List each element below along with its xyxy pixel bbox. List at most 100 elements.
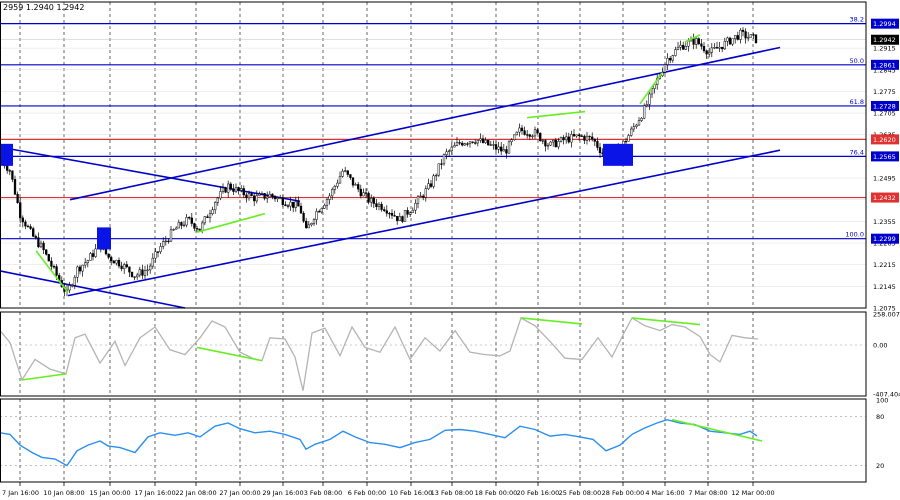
candle-body <box>164 240 167 243</box>
candle-body <box>546 144 550 147</box>
candle-body <box>273 196 277 200</box>
candle-body <box>726 37 729 42</box>
time-tick-label: 10 Jan 08:00 <box>43 489 84 497</box>
candle-body <box>494 144 498 150</box>
price-tick-label: 1.2705 <box>873 110 896 118</box>
channel-trendline <box>0 146 301 203</box>
candle-body <box>455 142 459 146</box>
price-tick-label: 1.2355 <box>873 218 896 226</box>
candle-body <box>185 217 188 226</box>
candle-body <box>266 196 269 199</box>
candle-body <box>588 135 591 138</box>
time-tick-label: 25 Feb 08:00 <box>559 489 602 497</box>
divergence-line <box>35 250 69 294</box>
candle-body <box>536 129 539 134</box>
candle-body <box>331 189 334 197</box>
price-axis[interactable]: 1.29151.28451.27751.27051.26351.24951.24… <box>871 18 900 470</box>
candle-body <box>687 40 690 47</box>
trendlines <box>0 46 781 309</box>
candle-body <box>42 242 45 251</box>
candle-body <box>211 209 214 215</box>
price-tick-label: 1.2845 <box>873 66 896 74</box>
time-axis[interactable]: 7 Jan 16:00 10 Jan 08:00 15 Jan 00:00 17 Ja… <box>2 482 775 497</box>
candle-body <box>177 222 180 229</box>
panel-frames <box>0 1 867 483</box>
cci-indicator <box>0 317 759 391</box>
candle-body <box>728 37 732 45</box>
candle-body <box>419 195 422 198</box>
price-level-tag-label: 1.2565 <box>873 153 896 161</box>
current-price-tag[interactable] <box>871 34 899 45</box>
candle-body <box>630 128 633 136</box>
candle-body <box>310 223 313 226</box>
candle-body <box>643 105 646 119</box>
candle-body <box>336 182 339 187</box>
candle-body <box>19 202 22 219</box>
candle-body <box>359 188 362 197</box>
candle-body <box>198 228 201 231</box>
candle-body <box>705 50 708 55</box>
candle-body <box>752 34 755 36</box>
candle-body <box>136 274 139 278</box>
candle-body <box>466 143 469 145</box>
candle-body <box>6 165 9 171</box>
candle-body <box>130 271 134 277</box>
candle-body <box>216 197 219 203</box>
rsi-panel-frame <box>0 398 867 483</box>
time-tick-label: 28 Feb 00:00 <box>602 489 645 497</box>
candle-body <box>268 193 271 198</box>
fib-level-label: 61.8 <box>850 98 864 106</box>
candle-body <box>242 188 245 196</box>
chart-title: 2959 1.2940 1.2942 <box>3 3 84 12</box>
candle-body <box>572 134 576 137</box>
candle-body <box>377 203 381 208</box>
candle-body <box>674 49 677 56</box>
time-tick-label: 12 Mar 00:00 <box>731 489 774 497</box>
divergence-line <box>196 212 266 233</box>
candle-body <box>598 147 602 154</box>
price-level-tag <box>871 18 899 29</box>
candle-body <box>247 193 251 199</box>
candle-body <box>299 205 303 214</box>
candle-body <box>695 38 698 45</box>
candle-body <box>89 253 92 261</box>
price-level-tag <box>871 192 899 203</box>
candle-body <box>471 141 474 143</box>
candle-body <box>578 134 581 137</box>
candle-body <box>635 124 638 127</box>
candle-body <box>52 266 56 268</box>
candle-body <box>385 210 388 214</box>
candle-body <box>84 262 87 266</box>
candle-body <box>284 204 287 206</box>
candle-body <box>702 46 706 52</box>
time-tick-label: 4 Mar 16:00 <box>645 489 684 497</box>
price-tick-label: 1.2915 <box>873 45 896 53</box>
candle-body <box>73 276 76 286</box>
candle-body <box>663 64 667 73</box>
candle-body <box>650 88 654 95</box>
time-tick-label: 18 Feb 00:00 <box>475 489 518 497</box>
candle-body <box>333 185 336 190</box>
rsi-divergence-line <box>671 418 763 442</box>
candle-body <box>323 205 326 209</box>
candle-body <box>411 209 414 213</box>
candle-body <box>346 170 349 175</box>
candle-body <box>364 192 368 194</box>
candle-body <box>570 134 573 143</box>
candle-body <box>487 139 490 146</box>
candle-body <box>585 135 589 141</box>
candle-body <box>715 47 719 49</box>
price-tick-label: 1.2145 <box>873 283 896 291</box>
candle-body <box>94 248 97 257</box>
candle-body <box>112 260 115 264</box>
candle-body <box>263 193 266 199</box>
candle-body <box>627 135 630 142</box>
candle-body <box>406 210 409 215</box>
candle-body <box>552 139 555 143</box>
candle-body <box>354 184 357 186</box>
candle-body <box>250 193 253 197</box>
candle-body <box>461 142 464 146</box>
fib-level-label: 100.0 <box>845 231 864 239</box>
candle-body <box>492 144 495 146</box>
rsi-tick-label: 100 <box>876 397 888 405</box>
